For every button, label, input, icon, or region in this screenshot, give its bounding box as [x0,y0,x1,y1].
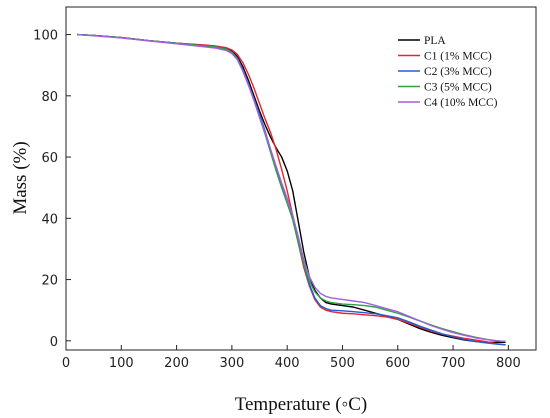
x-tick-label: 300 [219,356,244,371]
y-tick-label: 100 [33,29,58,44]
x-tick-label: 700 [441,356,466,371]
x-tick-label: 100 [109,356,134,371]
x-tick-label: 500 [330,356,355,371]
y-tick-label: 40 [41,212,58,227]
legend-label: C1 (1% MCC) [424,51,492,63]
x-tick-label: 800 [496,356,521,371]
legend: PLA C1 (1% MCC) C2 (3% MCC) C3 (5% MCC) C4 (… [398,35,498,109]
series-line-4 [77,33,506,343]
x-tick-label: 200 [164,356,189,371]
y-tick-label: 60 [41,151,58,166]
y-tick-label: 80 [41,90,58,105]
y-axis-title: Mass (%) [10,141,31,214]
x-tick-label: 600 [385,356,410,371]
axis-ticks: 0 100 200 300 400 500 600 700 800 0 20 40 60 80 100 [33,29,521,371]
plot-frame [65,6,537,351]
legend-label: PLA [424,35,446,47]
series-line-1 [77,33,506,346]
x-tick-label: 0 [62,356,70,371]
legend-label: C3 (5% MCC) [424,82,492,94]
legend-label: C2 (3% MCC) [424,66,492,78]
x-tick-label: 400 [275,356,300,371]
y-tick-label: 0 [50,335,58,350]
x-axis-title: Temperature (◦C) [235,394,368,415]
y-tick-label: 20 [41,274,58,289]
series-layer [77,33,506,346]
legend-label: C4 (10% MCC) [424,97,498,109]
